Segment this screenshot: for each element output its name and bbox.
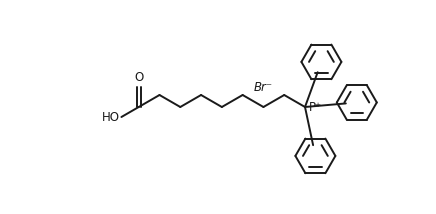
Text: HO: HO [102, 110, 119, 123]
Text: Br⁻: Br⁻ [253, 80, 272, 94]
Text: O: O [134, 71, 143, 84]
Text: P⁺: P⁺ [309, 101, 322, 113]
